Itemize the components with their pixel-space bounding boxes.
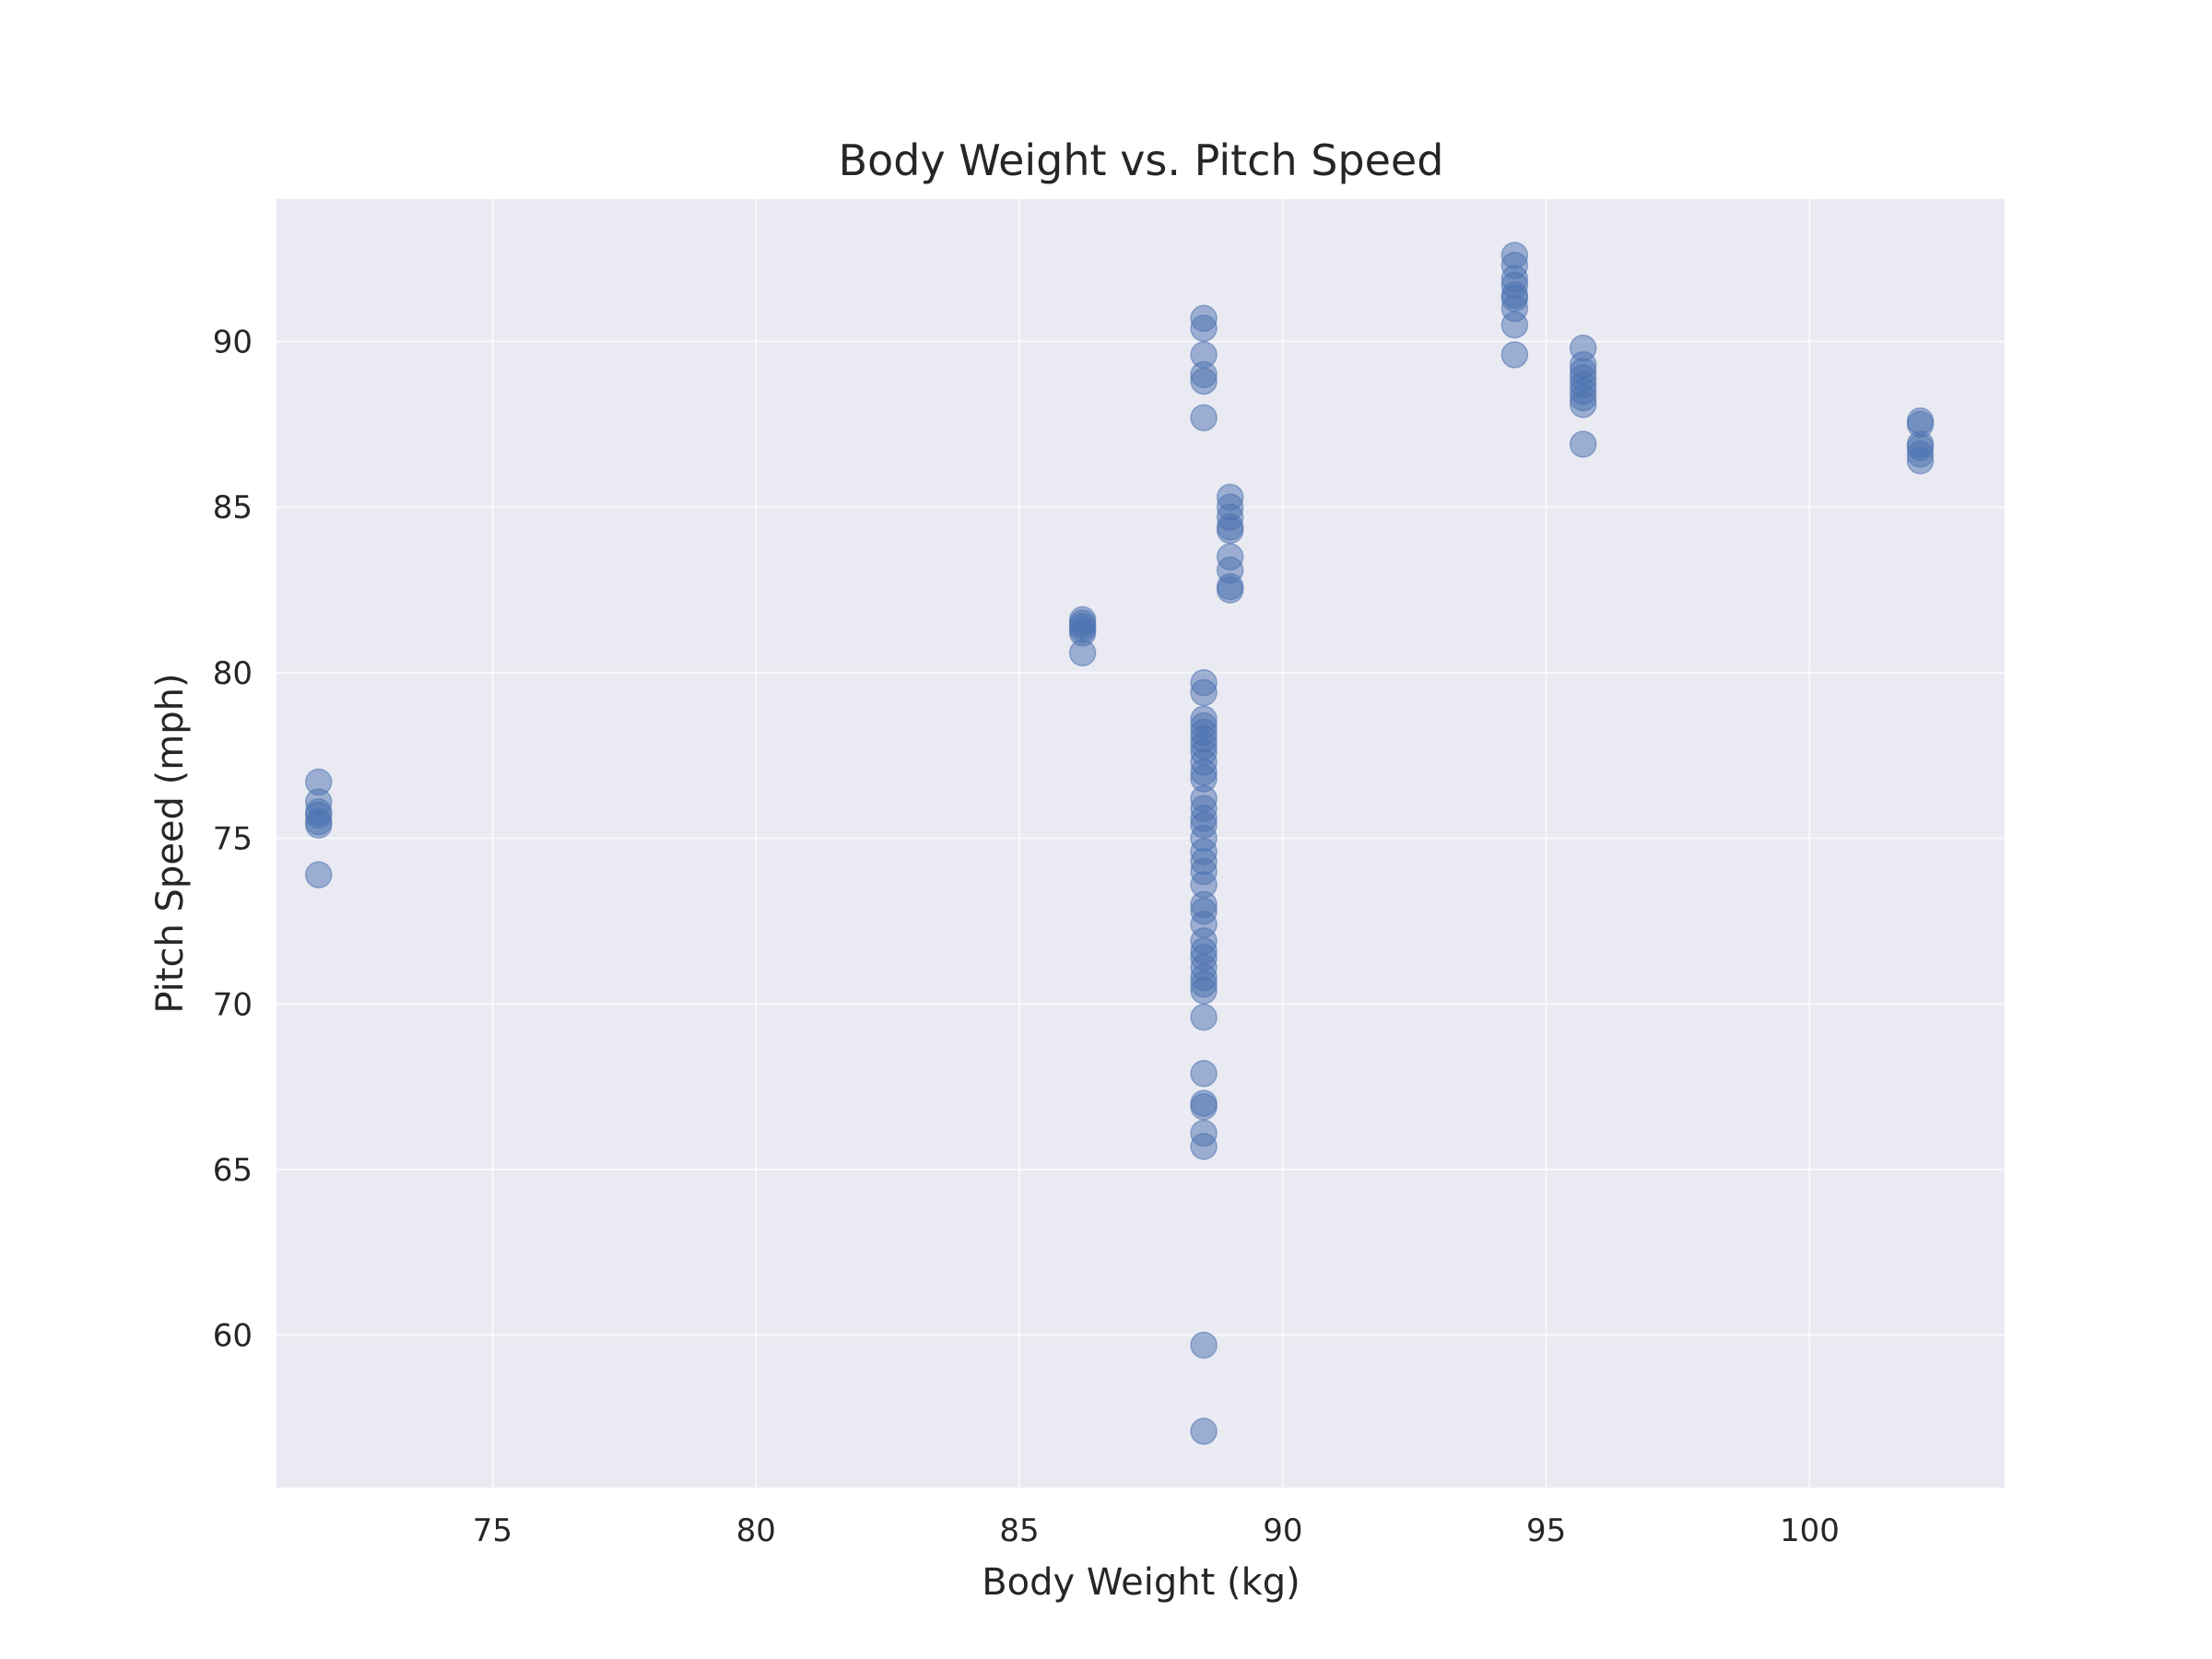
data-point bbox=[1190, 1418, 1218, 1445]
chart-title: Body Weight vs. Pitch Speed bbox=[839, 135, 1444, 185]
data-points bbox=[304, 241, 1935, 1445]
data-point bbox=[304, 811, 333, 839]
data-point bbox=[304, 861, 333, 888]
data-point bbox=[1569, 391, 1597, 418]
y-tick-labels: 60 65 70 75 80 85 90 bbox=[213, 324, 253, 1355]
data-point bbox=[1190, 1003, 1218, 1031]
x-tick-label: 75 bbox=[473, 1512, 512, 1549]
data-point bbox=[1068, 639, 1097, 667]
x-tick-label: 90 bbox=[1263, 1512, 1302, 1549]
x-tick-label: 80 bbox=[736, 1512, 776, 1549]
y-tick-label: 60 bbox=[213, 1318, 253, 1355]
y-tick-label: 75 bbox=[213, 821, 253, 858]
x-axis-label: Body Weight (kg) bbox=[982, 1561, 1300, 1604]
data-point bbox=[1906, 447, 1935, 475]
data-point bbox=[1569, 430, 1597, 458]
x-tick-label: 100 bbox=[1780, 1512, 1840, 1549]
plot-area-background bbox=[276, 199, 2005, 1488]
y-tick-label: 85 bbox=[213, 489, 253, 526]
data-point bbox=[1500, 311, 1529, 339]
y-axis-label: Pitch Speed (mph) bbox=[149, 673, 192, 1013]
data-point bbox=[1190, 404, 1218, 431]
data-point bbox=[1190, 314, 1218, 342]
data-point bbox=[1500, 341, 1529, 369]
y-tick-label: 90 bbox=[213, 324, 253, 361]
data-point bbox=[1190, 1060, 1218, 1088]
y-tick-label: 65 bbox=[213, 1152, 253, 1189]
data-point bbox=[1216, 516, 1244, 545]
data-point bbox=[1190, 1092, 1218, 1121]
x-tick-labels: 75 80 85 90 95 100 bbox=[473, 1512, 1840, 1549]
y-tick-label: 80 bbox=[213, 655, 253, 692]
data-point bbox=[1190, 1331, 1218, 1359]
data-point bbox=[1190, 678, 1218, 707]
data-point bbox=[1190, 367, 1218, 395]
data-point bbox=[1216, 576, 1244, 604]
grid bbox=[276, 199, 2005, 1488]
data-point bbox=[1190, 977, 1218, 1005]
x-tick-label: 85 bbox=[999, 1512, 1039, 1549]
data-point bbox=[1190, 1133, 1218, 1160]
x-tick-label: 95 bbox=[1526, 1512, 1566, 1549]
y-tick-label: 70 bbox=[213, 986, 253, 1023]
